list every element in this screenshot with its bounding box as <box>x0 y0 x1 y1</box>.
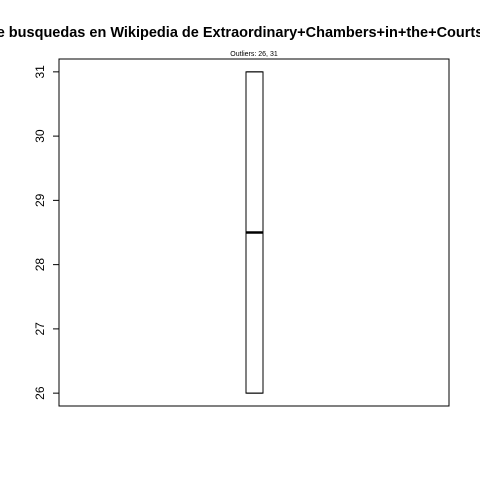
box-plot <box>245 71 264 394</box>
chart-title: e busquedas en Wikipedia de Extraordinar… <box>0 25 480 41</box>
y-tick-label: 28 <box>33 258 47 272</box>
y-tick-label: 31 <box>33 65 47 79</box>
y-axis: 26 27 28 29 30 31 <box>33 65 59 400</box>
y-tick-label: 30 <box>33 129 47 143</box>
plot-frame <box>58 58 450 407</box>
y-tick-label: 29 <box>33 193 47 207</box>
y-tick-label: 27 <box>33 322 47 336</box>
chart-subtitle: Outliers: 26, 31 <box>230 51 278 58</box>
y-tick-label: 26 <box>33 386 47 400</box>
